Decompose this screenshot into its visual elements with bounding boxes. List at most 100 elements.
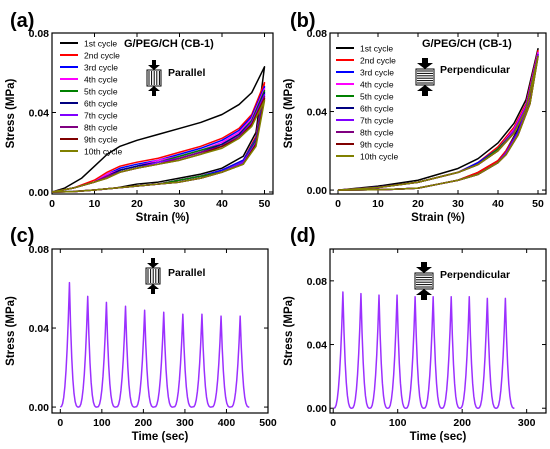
plot-frame	[51, 248, 269, 414]
x-tick-label: 10	[372, 198, 384, 210]
x-tick-label: 30	[174, 198, 186, 210]
y-tick-label: 0.08	[307, 28, 328, 40]
legend: 1st cycle 2nd cycle 3rd cycle 4th cycle 5th …	[336, 44, 399, 162]
panel-letter: (a)	[10, 10, 34, 32]
x-tick-label: 300	[176, 417, 194, 429]
chart-panel-b: 0 10 20 30 40 50 0.00 0.04 0.08 Strain (%) Stress …	[283, 10, 547, 224]
x-tick-label: 40	[216, 198, 228, 210]
legend-label: 7th cycle	[360, 116, 394, 126]
legend-label: 2nd cycle	[84, 51, 120, 61]
series-line-1	[59, 281, 250, 408]
legend-label: 6th cycle	[360, 104, 394, 114]
legend-label: 3rd cycle	[84, 63, 118, 73]
arrow-up	[148, 86, 160, 96]
orientation-label: Parallel	[168, 267, 205, 279]
legend-label: 1st cycle	[360, 44, 393, 54]
panel-letter: (b)	[290, 10, 316, 32]
orientation-label: Perpendicular	[440, 269, 510, 281]
panel-title: G/PEG/CH (CB-1)	[124, 38, 214, 50]
y-tick-label: 0.00	[29, 187, 50, 199]
y-tick-label: 0.04	[29, 323, 50, 335]
panel-title: G/PEG/CH (CB-1)	[422, 38, 512, 50]
chart-panel-d: 0 100 200 300 0.00 0.04 0.08 Time (sec) Stress (…	[283, 225, 547, 443]
y-tick-label: 0.04	[29, 108, 50, 120]
legend-label: 7th cycle	[84, 111, 118, 121]
legend-label: 10th cycle	[360, 152, 399, 162]
legend: 1st cycle 2nd cycle 3rd cycle 4th cycle 5th …	[60, 39, 123, 157]
series-line-1	[333, 291, 515, 409]
arrow-up	[147, 284, 159, 294]
x-tick-label: 500	[259, 417, 277, 429]
x-tick-label: 200	[135, 417, 153, 429]
x-axis-label: Strain (%)	[411, 212, 465, 224]
chart-panel-c: 0 100 200 300 400 500 0.00 0.04 0.08 Time (sec) St…	[5, 225, 277, 443]
y-tick-label: 0.04	[307, 340, 328, 352]
legend-label: 4th cycle	[84, 75, 118, 85]
legend-label: 5th cycle	[360, 92, 394, 102]
x-tick-label: 20	[131, 198, 143, 210]
y-axis-label: Stress (MPa)	[283, 296, 295, 366]
series-line-10	[52, 99, 266, 193]
legend-label: 4th cycle	[360, 80, 394, 90]
series-group	[52, 66, 266, 193]
perpendicular-compression-icon	[415, 58, 435, 96]
legend-label: 10th cycle	[84, 147, 123, 157]
arrow-down	[416, 262, 432, 273]
legend-label: 3rd cycle	[360, 68, 394, 78]
orientation-label: Parallel	[168, 67, 205, 79]
arrow-up	[416, 289, 432, 300]
arrow-down	[147, 258, 159, 268]
y-tick-label: 0.04	[307, 107, 328, 119]
x-tick-label: 100	[389, 417, 407, 429]
x-tick-label: 100	[93, 417, 111, 429]
series-line-10	[337, 55, 539, 191]
y-tick-label: 0.08	[29, 244, 50, 256]
y-tick-label: 0.08	[307, 276, 328, 288]
legend-label: 9th cycle	[360, 140, 394, 150]
chart-panel-a: 0 10 20 30 40 50 0.00 0.04 0.08 Strain (%) Stress …	[5, 10, 274, 224]
legend-label: 2nd cycle	[360, 56, 396, 66]
plot-frame	[329, 248, 547, 414]
perpendicular-compression-icon	[414, 262, 434, 300]
y-tick-label: 0.08	[29, 28, 50, 40]
x-axis-label: Time (sec)	[132, 431, 189, 443]
legend-label: 5th cycle	[84, 87, 118, 97]
y-axis-label: Stress (MPa)	[5, 296, 17, 366]
plot-frame	[329, 32, 547, 195]
y-tick-label: 0.00	[307, 403, 328, 415]
x-tick-label: 0	[335, 198, 341, 210]
legend-label: 9th cycle	[84, 135, 118, 145]
x-tick-label: 40	[492, 198, 504, 210]
x-tick-label: 400	[218, 417, 236, 429]
legend-label: 1st cycle	[84, 39, 117, 49]
arrow-down	[148, 60, 160, 70]
x-tick-label: 0	[57, 417, 63, 429]
x-tick-label: 50	[259, 198, 271, 210]
series-group	[337, 47, 539, 191]
series-line-1	[52, 66, 266, 193]
x-axis-label: Time (sec)	[410, 431, 467, 443]
orientation-label: Perpendicular	[440, 64, 510, 76]
arrow-down	[417, 58, 433, 69]
series-group	[59, 281, 250, 408]
parallel-compression-icon	[146, 60, 162, 96]
y-axis-label: Stress (MPa)	[283, 79, 295, 149]
y-tick-label: 0.00	[307, 185, 328, 197]
parallel-compression-icon	[145, 258, 161, 294]
x-axis-label: Strain (%)	[136, 212, 190, 224]
series-group	[333, 291, 515, 409]
x-tick-label: 10	[89, 198, 101, 210]
y-tick-label: 0.00	[29, 402, 50, 414]
legend-label: 6th cycle	[84, 99, 118, 109]
x-tick-label: 0	[49, 198, 55, 210]
arrow-up	[417, 85, 433, 96]
x-tick-label: 300	[518, 417, 536, 429]
panel-letter: (c)	[10, 225, 34, 247]
y-axis-label: Stress (MPa)	[5, 79, 17, 149]
x-tick-label: 20	[412, 198, 424, 210]
x-tick-label: 0	[330, 417, 336, 429]
x-tick-label: 200	[453, 417, 471, 429]
panel-letter: (d)	[290, 225, 316, 247]
x-tick-label: 50	[532, 198, 544, 210]
